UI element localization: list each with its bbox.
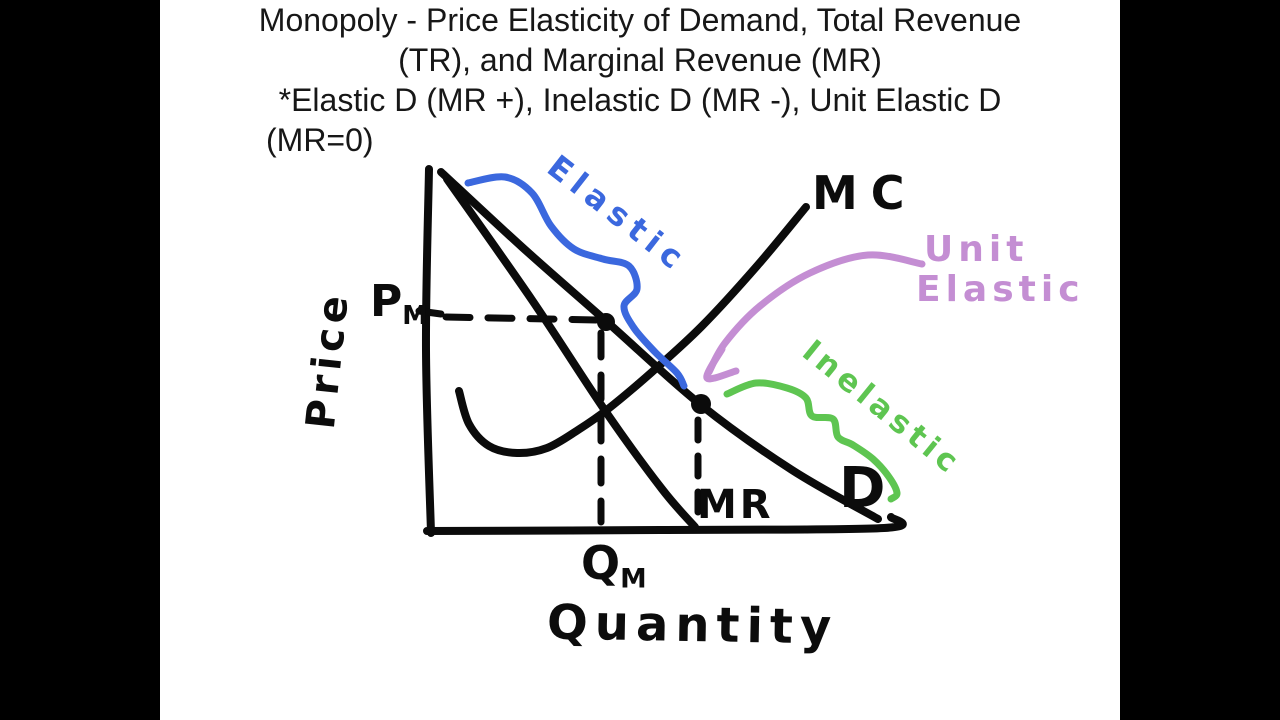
pm-subscript: M xyxy=(402,301,428,332)
monopoly-price-label: PM xyxy=(370,276,428,331)
inelastic-squiggle xyxy=(723,379,901,503)
pm-dashed-line xyxy=(442,313,601,324)
monopoly-price-point xyxy=(597,313,615,331)
whiteboard-slide xyxy=(160,0,1120,720)
demand-curve xyxy=(437,168,882,523)
elastic-squiggle xyxy=(464,173,688,390)
unit-elastic-annotation-line2: Elastic xyxy=(916,269,1085,310)
unit-elastic-point xyxy=(691,394,711,414)
pm-tick xyxy=(415,307,445,318)
qm-main: Q xyxy=(581,536,621,590)
slide-title: Monopoly - Price Elasticity of Demand, T… xyxy=(160,0,1120,160)
title-line-4: (MR=0) xyxy=(266,122,374,158)
mc-curve-label: MC xyxy=(812,166,918,220)
demand-curve-label: D xyxy=(839,456,886,521)
title-line-2: (TR), and Marginal Revenue (MR) xyxy=(398,42,882,78)
mc-curve xyxy=(455,203,810,458)
title-line-1: Monopoly - Price Elasticity of Demand, T… xyxy=(258,2,1022,38)
title-line-3: *Elastic D (MR +), Inelastic D (MR -), U… xyxy=(278,82,1002,118)
unit-elastic-annotation-line1: Unit xyxy=(924,229,1029,270)
mr-curve-label: MR xyxy=(697,482,774,528)
x-axis xyxy=(423,513,907,535)
pm-main: P xyxy=(370,276,403,327)
y-axis xyxy=(421,165,435,537)
qm-subscript: M xyxy=(620,563,647,595)
x-axis-label: Quantity xyxy=(546,594,839,656)
monopoly-quantity-label: QM xyxy=(581,536,647,595)
unit-elastic-arrowhead xyxy=(703,345,740,383)
mr-curve xyxy=(443,175,699,531)
